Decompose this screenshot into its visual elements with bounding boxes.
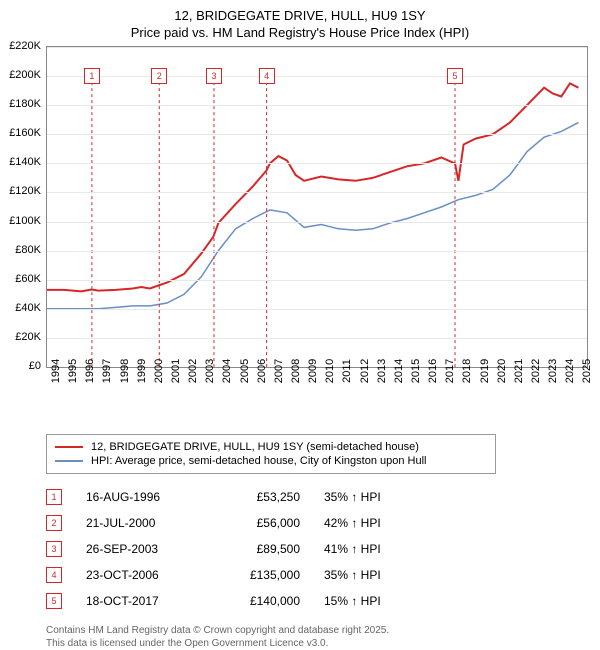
x-axis-label: 2010 <box>324 359 336 383</box>
plot-region: 1 2 3 4 5 <box>46 46 588 368</box>
sales-price: £89,500 <box>220 542 300 556</box>
legend-swatch-hpi <box>55 460 83 462</box>
legend-label: 12, BRIDGEGATE DRIVE, HULL, HU9 1SY (sem… <box>91 441 419 453</box>
sales-marker-icon: 1 <box>46 489 62 505</box>
x-axis-label: 1994 <box>50 359 62 383</box>
sales-table: 1 16-AUG-1996 £53,250 35% ↑ HPI 2 21-JUL-2000… <box>46 484 600 614</box>
sale-marker: 5 <box>447 68 463 84</box>
legend-label: HPI: Average price, semi-detached house,… <box>91 455 426 467</box>
x-axis-label: 1999 <box>136 359 148 383</box>
sales-row: 5 18-OCT-2017 £140,000 15% ↑ HPI <box>46 588 600 614</box>
footer-line2: This data is licensed under the Open Gov… <box>46 637 600 650</box>
legend-row: 12, BRIDGEGATE DRIVE, HULL, HU9 1SY (sem… <box>55 440 487 454</box>
sales-pct: 15% ↑ HPI <box>324 594 414 608</box>
y-axis-label: £140K <box>9 156 41 168</box>
x-axis-label: 2011 <box>341 359 353 383</box>
sales-marker-icon: 3 <box>46 541 62 557</box>
x-axis-label: 2013 <box>376 359 388 383</box>
x-axis-label: 2005 <box>239 359 251 383</box>
x-axis-label: 2007 <box>273 359 285 383</box>
x-axis-label: 1998 <box>119 359 131 383</box>
sales-row: 4 23-OCT-2006 £135,000 35% ↑ HPI <box>46 562 600 588</box>
legend-box: 12, BRIDGEGATE DRIVE, HULL, HU9 1SY (sem… <box>46 434 496 474</box>
legend-swatch-price <box>55 446 83 448</box>
y-axis-label: £200K <box>9 69 41 81</box>
x-axis-label: 2019 <box>479 359 491 383</box>
sales-pct: 35% ↑ HPI <box>324 568 414 582</box>
y-axis-label: £160K <box>9 127 41 139</box>
x-axis-label: 2001 <box>170 359 182 383</box>
x-axis-label: 2004 <box>221 359 233 383</box>
chart-svg <box>47 47 587 367</box>
sales-date: 26-SEP-2003 <box>86 542 196 556</box>
y-axis-label: £40K <box>15 302 41 314</box>
footer-text: Contains HM Land Registry data © Crown c… <box>46 624 600 650</box>
sales-row: 2 21-JUL-2000 £56,000 42% ↑ HPI <box>46 510 600 536</box>
x-axis-label: 2012 <box>359 359 371 383</box>
y-axis-label: £60K <box>15 273 41 285</box>
sales-date: 18-OCT-2017 <box>86 594 196 608</box>
sale-marker: 2 <box>151 68 167 84</box>
x-axis-label: 2020 <box>496 359 508 383</box>
chart-title: 12, BRIDGEGATE DRIVE, HULL, HU9 1SY <box>0 0 600 25</box>
y-axis-label: £180K <box>9 98 41 110</box>
series-line-price_paid <box>47 83 578 291</box>
sales-date: 21-JUL-2000 <box>86 516 196 530</box>
x-axis-label: 2023 <box>547 359 559 383</box>
y-axis-label: £220K <box>9 40 41 52</box>
sales-pct: 41% ↑ HPI <box>324 542 414 556</box>
x-axis-label: 2009 <box>307 359 319 383</box>
y-axis-label: £100K <box>9 215 41 227</box>
y-axis-label: £0 <box>29 360 41 372</box>
chart-subtitle: Price paid vs. HM Land Registry's House … <box>0 25 600 46</box>
y-axis-label: £120K <box>9 185 41 197</box>
x-axis-label: 2015 <box>410 359 422 383</box>
x-axis-label: 2024 <box>564 359 576 383</box>
x-axis-label: 2000 <box>153 359 165 383</box>
x-axis-label: 2014 <box>393 359 405 383</box>
sales-marker-icon: 2 <box>46 515 62 531</box>
sales-row: 1 16-AUG-1996 £53,250 35% ↑ HPI <box>46 484 600 510</box>
sales-pct: 35% ↑ HPI <box>324 490 414 504</box>
sales-marker-icon: 4 <box>46 567 62 583</box>
legend-row: HPI: Average price, semi-detached house,… <box>55 454 487 468</box>
y-axis-label: £20K <box>15 331 41 343</box>
sales-marker-icon: 5 <box>46 593 62 609</box>
chart-container: 12, BRIDGEGATE DRIVE, HULL, HU9 1SY Pric… <box>0 0 600 650</box>
chart-area: 12345 £0£20K£40K£60K£80K£100K£120K£140K£… <box>36 46 596 396</box>
footer-line1: Contains HM Land Registry data © Crown c… <box>46 624 600 637</box>
x-axis-label: 2006 <box>256 359 268 383</box>
x-axis-label: 2021 <box>513 359 525 383</box>
x-axis-label: 2002 <box>187 359 199 383</box>
sales-price: £140,000 <box>220 594 300 608</box>
series-line-hpi <box>47 123 578 309</box>
sales-price: £53,250 <box>220 490 300 504</box>
x-axis-label: 2003 <box>204 359 216 383</box>
sales-row: 3 26-SEP-2003 £89,500 41% ↑ HPI <box>46 536 600 562</box>
sales-date: 23-OCT-2006 <box>86 568 196 582</box>
sales-price: £56,000 <box>220 516 300 530</box>
x-axis-label: 2017 <box>444 359 456 383</box>
x-axis-label: 1995 <box>67 359 79 383</box>
x-axis-label: 2008 <box>290 359 302 383</box>
sales-pct: 42% ↑ HPI <box>324 516 414 530</box>
y-axis-label: £80K <box>15 244 41 256</box>
sale-marker: 4 <box>259 68 275 84</box>
x-axis-label: 2016 <box>427 359 439 383</box>
x-axis-label: 2018 <box>461 359 473 383</box>
x-axis-label: 1997 <box>101 359 113 383</box>
x-axis-label: 2025 <box>581 359 593 383</box>
sales-date: 16-AUG-1996 <box>86 490 196 504</box>
sale-marker: 3 <box>206 68 222 84</box>
sales-price: £135,000 <box>220 568 300 582</box>
x-axis-label: 2022 <box>530 359 542 383</box>
x-axis-label: 1996 <box>84 359 96 383</box>
sale-marker: 1 <box>84 68 100 84</box>
